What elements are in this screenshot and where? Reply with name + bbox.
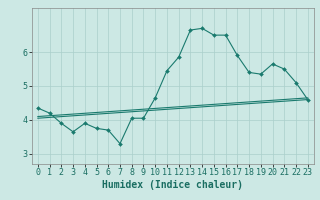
X-axis label: Humidex (Indice chaleur): Humidex (Indice chaleur) bbox=[102, 180, 243, 190]
